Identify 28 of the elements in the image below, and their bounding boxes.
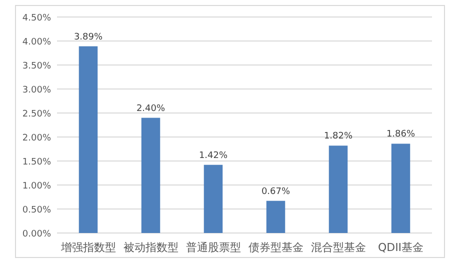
bar bbox=[78, 46, 98, 233]
y-tick-label: 1.50% bbox=[22, 158, 52, 168]
bar bbox=[391, 144, 410, 233]
bar bbox=[328, 146, 348, 233]
y-tick-label: 2.00% bbox=[22, 134, 52, 144]
x-tick-label: QDII基金 bbox=[378, 241, 424, 254]
x-tick-label: 增强指数型 bbox=[60, 241, 116, 254]
data-label: 3.89% bbox=[74, 32, 103, 42]
y-tick-label: 0.50% bbox=[22, 206, 52, 216]
y-tick-label: 4.00% bbox=[22, 38, 52, 48]
y-tick-label: 0.00% bbox=[22, 230, 52, 240]
bar bbox=[266, 200, 286, 233]
x-tick-label: 混合型基金 bbox=[310, 241, 366, 254]
bar bbox=[141, 118, 160, 233]
y-tick-label: 2.50% bbox=[22, 110, 52, 120]
data-label: 0.67% bbox=[261, 186, 290, 197]
x-tick-label: 普通股票型 bbox=[186, 241, 241, 254]
bar bbox=[204, 164, 223, 233]
data-label: 1.42% bbox=[198, 150, 228, 161]
y-tick-label: 1.00% bbox=[22, 182, 52, 192]
data-label: 1.86% bbox=[386, 130, 416, 140]
x-tick-label: 被动指数型 bbox=[123, 241, 178, 254]
x-tick-label: 债券型基金 bbox=[248, 241, 304, 254]
y-tick-label: 3.50% bbox=[22, 62, 52, 72]
data-label: 2.40% bbox=[136, 104, 166, 114]
y-tick-label: 3.00% bbox=[22, 86, 52, 96]
y-tick-label: 4.50% bbox=[22, 14, 52, 24]
data-label: 1.82% bbox=[324, 132, 353, 142]
